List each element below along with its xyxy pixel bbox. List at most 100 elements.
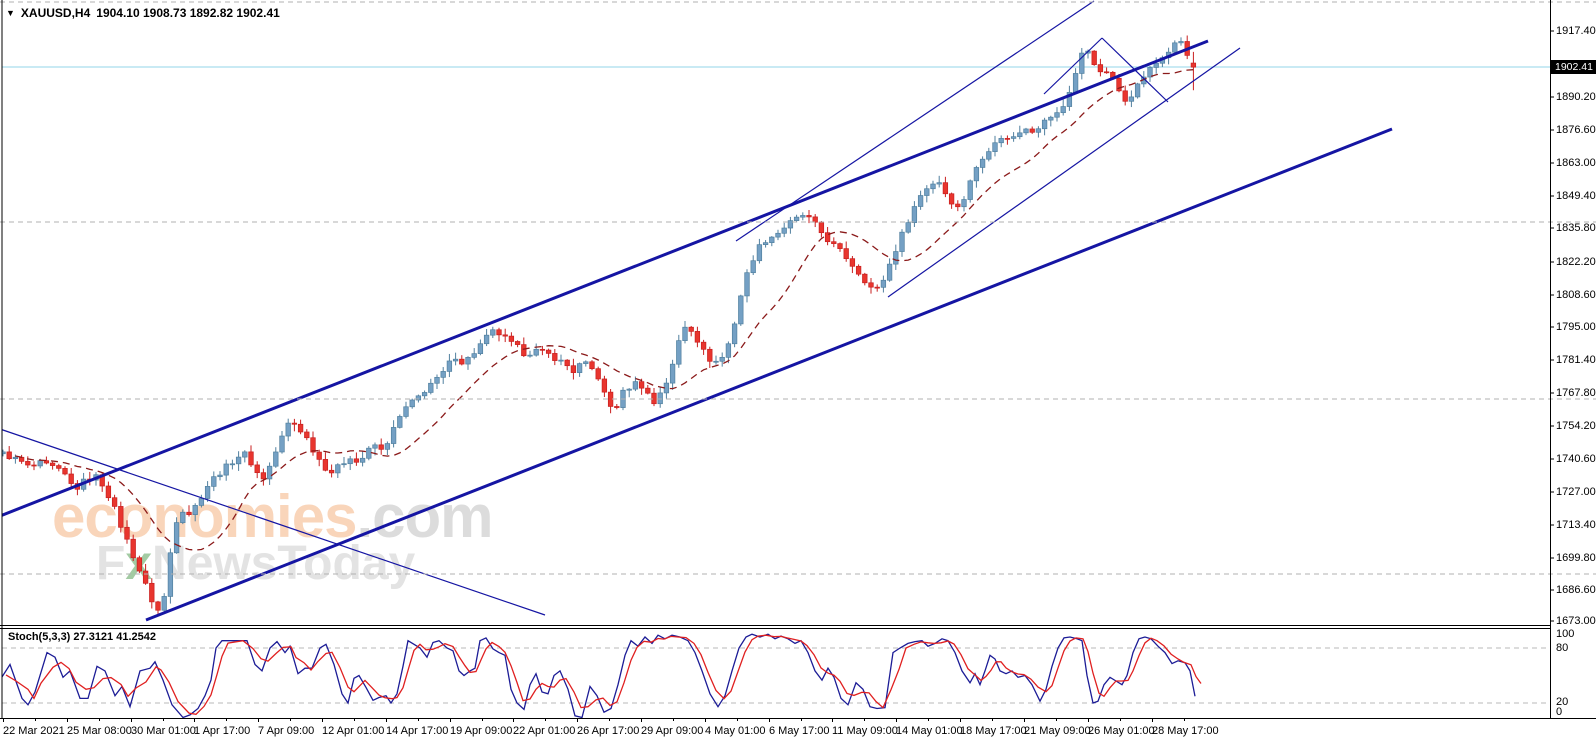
candle-body (800, 215, 806, 218)
candle-body (297, 423, 304, 433)
candle-body (353, 458, 360, 463)
main-plot-area[interactable] (0, 0, 1550, 622)
candle-body (564, 359, 570, 367)
stochastic-signal-line[interactable] (5, 634, 1202, 715)
trendline-peak-wedge-left[interactable] (1043, 37, 1103, 95)
candle-body (1190, 62, 1197, 68)
stoch-axis-label: 20 (1556, 696, 1569, 708)
time-axis-label: 14 Apr 17:00 (386, 725, 449, 737)
candle-body (862, 273, 868, 284)
time-axis-label: 28 May 17:00 (1152, 725, 1219, 737)
trendline-channel-upper[interactable] (0, 39, 1209, 517)
candle-body (744, 272, 750, 297)
price-axis-label: 1808.60 (1556, 289, 1596, 301)
candle-body (824, 232, 831, 243)
moving-average-line[interactable] (15, 69, 1194, 551)
watermark-tagline-f: F (96, 537, 126, 590)
price-axis-label: 1876.60 (1556, 124, 1596, 136)
candle-body (998, 138, 1004, 144)
watermark-brand-text: economies (52, 483, 357, 550)
candle-body (992, 142, 998, 152)
candle-body (409, 399, 415, 408)
candle-body (1097, 64, 1104, 73)
stoch-axis-label: 100 (1556, 628, 1575, 640)
candle-body (149, 582, 155, 603)
candle-body (893, 251, 899, 265)
candle-body (508, 335, 515, 342)
candle-body (366, 447, 372, 459)
candle-body (837, 243, 843, 249)
candle-body (273, 451, 279, 467)
candle-body (961, 199, 967, 208)
candle-body (651, 392, 657, 405)
candle-body (645, 387, 651, 394)
time-axis-label: 12 Apr 01:00 (322, 725, 385, 737)
candle-body (707, 348, 713, 362)
candle-body (167, 552, 174, 597)
candle-body (1054, 112, 1060, 118)
candle-body (477, 343, 484, 354)
candle-body (812, 216, 818, 223)
candle-body (1178, 41, 1184, 44)
time-axis-label: 21 May 09:00 (1024, 725, 1091, 737)
candle-body (440, 371, 446, 378)
candle-body (260, 472, 267, 480)
watermark-economies: economies.com (52, 482, 494, 551)
candle-body (155, 601, 161, 611)
candle-body (173, 522, 180, 554)
candle-body (880, 279, 887, 288)
candle-body (347, 458, 353, 465)
trendline-old-resistance[interactable] (0, 429, 546, 616)
candle-body (930, 183, 936, 190)
stochastic-main-line[interactable] (0, 633, 1196, 718)
price-axis-label: 1727.00 (1556, 486, 1596, 498)
candle-body (2, 451, 6, 455)
trendline-channel-lower[interactable] (145, 127, 1393, 622)
trendline-inner-support[interactable] (887, 47, 1241, 298)
candle-body (527, 354, 533, 357)
candle-body (335, 464, 341, 474)
candle-body (502, 334, 508, 337)
candle-body (242, 451, 248, 458)
candle-body (552, 353, 558, 361)
price-axis-label: 1754.20 (1556, 420, 1596, 432)
candle-body (725, 343, 732, 358)
candle-body (248, 451, 254, 466)
stochastic-plot-area[interactable] (0, 633, 1550, 718)
price-axis-label: 1781.40 (1556, 354, 1596, 366)
candle-body (49, 462, 56, 466)
candle-body (576, 363, 583, 373)
candle-body (266, 465, 273, 480)
candle-body (700, 341, 707, 350)
candle-body (533, 348, 539, 356)
candle-body (12, 456, 19, 460)
trendline-steep-support[interactable] (735, 0, 1095, 242)
candle-body (490, 329, 496, 336)
candle-body (322, 459, 329, 471)
price-axis-label: 1686.60 (1556, 584, 1596, 596)
candle-body (886, 263, 893, 281)
trendline-peak-wedge-right[interactable] (1101, 37, 1169, 103)
candle-body (6, 451, 12, 460)
candle-body (1004, 138, 1011, 140)
candle-body (235, 456, 242, 465)
candle-body (979, 158, 986, 168)
candle-body (124, 526, 130, 540)
candle-body (750, 260, 756, 274)
candle-body (378, 444, 384, 450)
candle-body (806, 215, 812, 218)
symbol-dropdown-icon[interactable]: ▼ (6, 8, 15, 18)
candle-body (56, 465, 62, 469)
candle-body (868, 282, 874, 288)
candle-body (694, 331, 701, 343)
candle-body (874, 286, 880, 289)
candle-body (818, 221, 825, 234)
candle-body (583, 361, 589, 364)
candle-body (105, 485, 112, 499)
candle-body (229, 463, 236, 466)
candle-body (25, 461, 31, 466)
candle-body (849, 258, 856, 267)
candle-body (911, 206, 918, 224)
